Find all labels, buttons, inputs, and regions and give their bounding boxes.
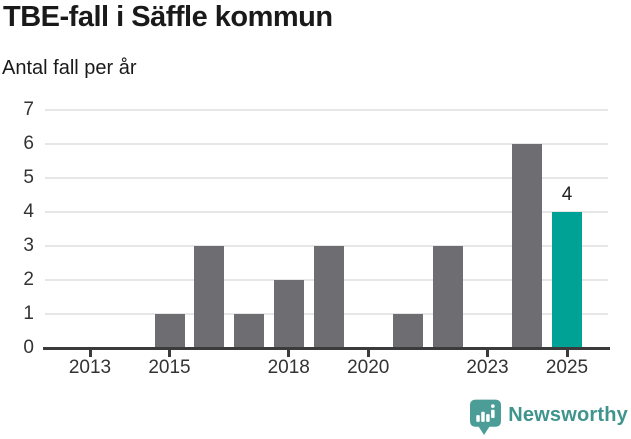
y-tick-label: 5 [23,167,34,188]
bar-2016 [194,246,225,348]
bar-2022 [432,246,463,348]
newsworthy-brand-text: Newsworthy [508,404,628,426]
x-axis-line [43,347,610,350]
x-tick-label: 2025 [545,357,589,378]
y-tick-label: 3 [23,235,34,256]
gridline-y-4 [45,211,608,213]
bar-2018 [273,280,304,348]
x-tick-mark-2018 [287,350,291,357]
bar-2015 [154,314,185,348]
bar-2019 [313,246,344,348]
bar-2025 [552,212,582,348]
gridline-y-7 [45,109,608,111]
x-tick-label: 2023 [466,357,509,378]
bar-2024 [512,144,543,348]
x-tick-label: 2013 [68,357,112,378]
chart-title: TBE-fall i Säffle kommun [3,1,333,33]
bar-value-label: 4 [561,184,573,205]
y-tick-label: 7 [23,99,34,120]
x-tick-label: 2018 [267,357,310,378]
gridline-y-5 [45,177,608,179]
y-tick-label: 1 [23,303,34,324]
y-tick-label: 2 [23,269,34,290]
x-tick-mark-2020 [366,350,370,357]
bar-2017 [234,314,264,348]
gridline-y-6 [45,143,608,145]
y-tick-label: 6 [23,133,34,154]
x-tick-mark-2023 [486,350,489,357]
plot-area [45,109,608,348]
x-tick-label: 2015 [148,357,191,378]
newsworthy-logo[interactable]: Newsworthy [470,399,628,436]
y-tick-label: 4 [23,201,34,222]
x-tick-label: 2020 [347,357,390,378]
y-tick-label: 0 [23,337,34,358]
bar-2021 [393,314,423,348]
x-tick-mark-2025 [565,350,569,357]
chart-subtitle: Antal fall per år [2,57,137,79]
x-tick-mark-2013 [88,350,92,357]
x-tick-mark-2015 [168,350,171,357]
newsworthy-pin-icon [470,399,502,435]
